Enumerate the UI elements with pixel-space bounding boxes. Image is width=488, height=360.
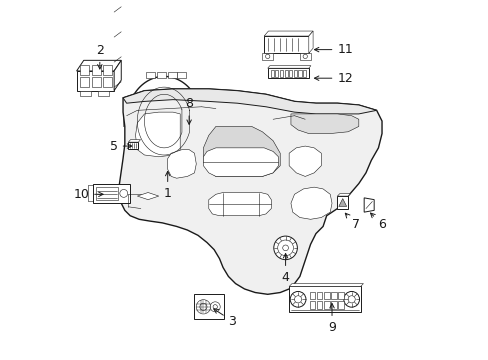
Circle shape [120, 189, 127, 197]
Polygon shape [114, 60, 121, 91]
Polygon shape [264, 36, 308, 53]
Bar [309, 292, 315, 298]
Text: 10: 10 [73, 188, 103, 201]
Bar [331, 292, 336, 298]
Polygon shape [203, 126, 280, 176]
Bar [96, 187, 118, 200]
Bar [316, 301, 322, 309]
Polygon shape [337, 196, 347, 208]
Bar [167, 72, 176, 78]
Circle shape [282, 245, 288, 251]
Polygon shape [338, 199, 346, 206]
Circle shape [347, 296, 354, 303]
Polygon shape [290, 114, 358, 134]
Polygon shape [288, 287, 360, 312]
Circle shape [303, 54, 307, 59]
Polygon shape [183, 115, 194, 118]
Bar [176, 72, 185, 78]
Polygon shape [267, 68, 308, 78]
Bar [103, 64, 112, 75]
Circle shape [210, 302, 220, 312]
Bar [157, 72, 165, 78]
Polygon shape [119, 89, 381, 294]
Bar [91, 64, 101, 75]
Bar [324, 301, 329, 309]
Bar [303, 69, 305, 77]
Bar [338, 292, 343, 298]
Bar [331, 301, 336, 309]
Polygon shape [288, 146, 321, 176]
Bar [288, 69, 292, 77]
Polygon shape [98, 91, 108, 96]
Polygon shape [191, 115, 194, 126]
Circle shape [343, 292, 359, 307]
Bar [123, 116, 128, 126]
Polygon shape [299, 53, 310, 60]
Polygon shape [126, 76, 200, 166]
Bar [270, 69, 273, 77]
Text: 2: 2 [96, 44, 103, 69]
Circle shape [273, 236, 297, 260]
Polygon shape [290, 187, 331, 219]
Text: 9: 9 [327, 303, 335, 334]
Text: 11: 11 [314, 43, 352, 56]
Polygon shape [262, 53, 272, 60]
Bar [146, 72, 155, 78]
Bar [324, 292, 329, 298]
Polygon shape [128, 142, 138, 149]
Bar [309, 301, 315, 309]
Text: 1: 1 [163, 171, 171, 200]
Polygon shape [77, 71, 114, 91]
Polygon shape [288, 284, 363, 287]
Bar [80, 64, 89, 75]
Polygon shape [267, 66, 310, 68]
Polygon shape [208, 193, 271, 216]
Polygon shape [203, 148, 278, 176]
Bar [284, 69, 287, 77]
Bar [293, 69, 296, 77]
Polygon shape [167, 150, 196, 178]
Text: 5: 5 [109, 140, 131, 153]
Circle shape [294, 296, 301, 303]
Text: 3: 3 [213, 309, 236, 328]
Circle shape [200, 303, 206, 310]
Bar [316, 292, 322, 298]
Circle shape [277, 240, 293, 256]
Text: 8: 8 [185, 97, 193, 124]
Circle shape [213, 305, 217, 309]
Bar [298, 69, 301, 77]
Polygon shape [137, 193, 159, 200]
Text: 6: 6 [370, 213, 386, 231]
Text: 7: 7 [345, 213, 359, 231]
Bar [279, 69, 283, 77]
Circle shape [196, 300, 210, 314]
Bar [159, 166, 169, 172]
Polygon shape [80, 91, 91, 96]
Polygon shape [128, 140, 140, 142]
Bar [103, 77, 112, 87]
Bar [338, 301, 343, 309]
Bar [80, 77, 89, 87]
Polygon shape [77, 60, 121, 71]
Bar [275, 69, 278, 77]
Circle shape [162, 166, 166, 171]
Bar [91, 77, 101, 87]
Polygon shape [337, 194, 350, 196]
Text: 12: 12 [314, 72, 352, 85]
Polygon shape [264, 31, 312, 36]
Circle shape [265, 54, 269, 59]
Polygon shape [123, 89, 376, 114]
Polygon shape [193, 294, 224, 319]
Polygon shape [364, 198, 373, 212]
Polygon shape [308, 31, 312, 53]
Text: 4: 4 [281, 253, 289, 284]
Polygon shape [135, 112, 180, 157]
Polygon shape [183, 118, 191, 126]
Circle shape [290, 292, 305, 307]
Polygon shape [93, 184, 130, 203]
